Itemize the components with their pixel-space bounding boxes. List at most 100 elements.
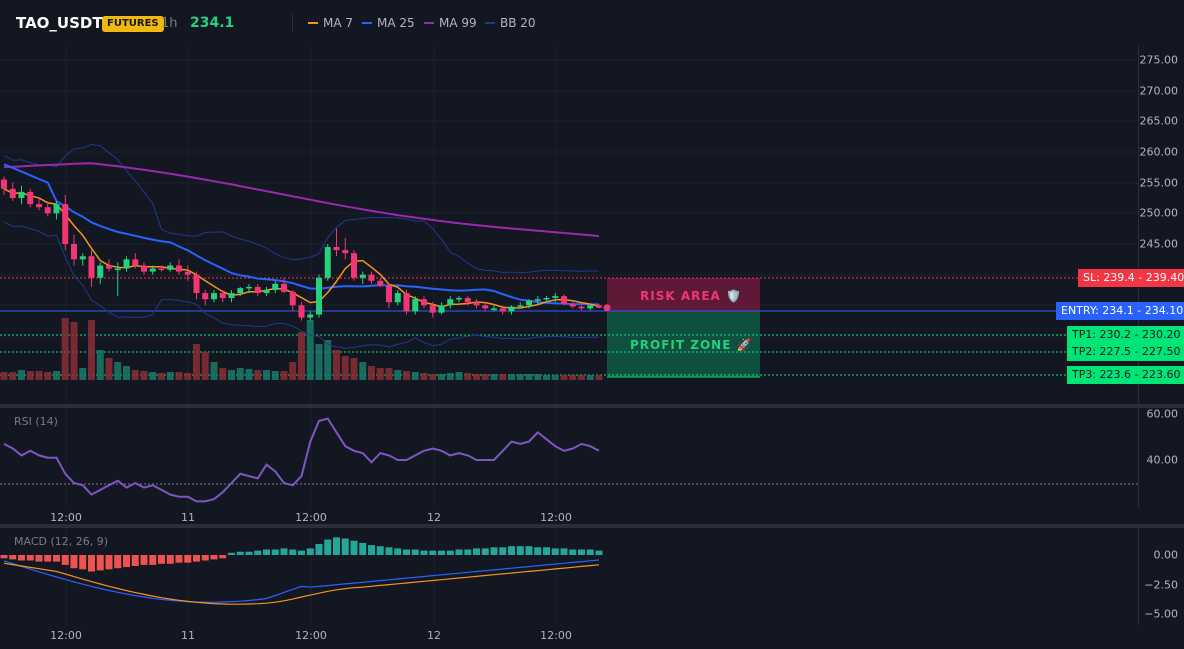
macd-histogram-bar bbox=[18, 555, 25, 561]
candle-body bbox=[18, 191, 25, 198]
macd-histogram-bar bbox=[61, 555, 69, 565]
candle-body bbox=[578, 306, 585, 309]
macd-histogram-bar bbox=[481, 548, 489, 555]
macd-signal-line bbox=[3, 562, 600, 605]
macd-histogram-bar bbox=[245, 551, 253, 555]
candle-body bbox=[587, 305, 594, 309]
legend-ma7[interactable]: MA 7 bbox=[308, 16, 353, 30]
price-chart-pane[interactable]: RISK AREA 🛡️ PROFIT ZONE 🚀 bbox=[0, 46, 1138, 404]
rsi-axis-label: 60.00 bbox=[1146, 407, 1179, 421]
candle-body bbox=[464, 297, 471, 303]
macd-title: MACD (12, 26, 9) bbox=[14, 535, 109, 548]
candle-body bbox=[114, 268, 121, 271]
macd-histogram-bar bbox=[44, 555, 52, 562]
time-axis-bottom[interactable]: 12:00 11 12:00 12 12:00 bbox=[0, 627, 1138, 647]
candle-body bbox=[27, 191, 34, 205]
candle-body bbox=[149, 268, 156, 272]
candle-body bbox=[517, 305, 524, 307]
volume-bar bbox=[96, 350, 104, 380]
volume-bar bbox=[114, 362, 122, 380]
volume-bar bbox=[158, 373, 165, 380]
volume-bar bbox=[61, 318, 69, 380]
candle-body bbox=[386, 285, 392, 303]
macd-histogram-bar bbox=[280, 548, 288, 555]
candle-body bbox=[377, 280, 384, 286]
entry-tag: ENTRY: 234.1 - 234.10 bbox=[1056, 302, 1184, 320]
time-label: 11 bbox=[181, 511, 195, 524]
candle-body bbox=[438, 305, 445, 313]
legend-ma25[interactable]: MA 25 bbox=[362, 16, 415, 30]
symbol-title[interactable]: TAO_USDT bbox=[16, 14, 103, 32]
candle-body bbox=[499, 308, 506, 312]
volume-bar bbox=[516, 374, 524, 380]
macd-histogram-bar bbox=[350, 540, 358, 555]
volume-bar bbox=[9, 372, 17, 380]
volume-bar bbox=[53, 371, 60, 380]
volume-bar bbox=[175, 372, 183, 380]
macd-axis[interactable]: 0.00 −2.50 −5.00 bbox=[1138, 528, 1184, 625]
price-axis-label: 270.00 bbox=[1139, 84, 1179, 98]
legend-bb20[interactable]: BB 20 bbox=[485, 16, 536, 30]
volume-bar bbox=[18, 370, 25, 380]
macd-histogram-bar bbox=[201, 555, 209, 561]
macd-histogram-bar bbox=[79, 555, 87, 570]
price-axis-label: 250.00 bbox=[1139, 206, 1179, 220]
macd-histogram-bar bbox=[333, 537, 340, 555]
candle-body bbox=[141, 265, 147, 272]
candle-body bbox=[412, 299, 419, 312]
volume-bar bbox=[35, 371, 43, 380]
macd-histogram-bar bbox=[123, 555, 130, 568]
risk-area-zone bbox=[607, 278, 760, 312]
macd-histogram-bar bbox=[315, 544, 323, 555]
macd-axis-label: −2.50 bbox=[1144, 578, 1178, 592]
rsi-axis[interactable]: 60.00 40.00 bbox=[1138, 408, 1184, 508]
time-axis[interactable]: 12:00 11 12:00 12 12:00 bbox=[0, 508, 1138, 528]
macd-histogram-bar bbox=[140, 555, 148, 565]
time-label: 12:00 bbox=[540, 511, 572, 524]
candle-body bbox=[307, 314, 314, 318]
macd-histogram-bar bbox=[35, 555, 43, 562]
timeframe-label[interactable]: 1h bbox=[161, 16, 178, 31]
candle-body bbox=[9, 188, 16, 198]
volume-bar bbox=[403, 371, 410, 380]
candle-body bbox=[71, 244, 77, 260]
volume-bar bbox=[184, 373, 192, 380]
volume-bar bbox=[131, 370, 139, 380]
header-divider bbox=[292, 14, 293, 32]
candle-body bbox=[184, 271, 191, 275]
macd-pane[interactable]: MACD (12, 26, 9) bbox=[0, 528, 1138, 625]
futures-badge: FUTURES bbox=[102, 16, 164, 32]
volume-bar bbox=[429, 374, 437, 380]
volume-bar bbox=[446, 373, 454, 380]
volume-bar bbox=[193, 344, 200, 380]
macd-histogram-bar bbox=[508, 546, 515, 555]
macd-histogram-bar bbox=[228, 552, 235, 555]
macd-histogram-bar bbox=[525, 546, 533, 555]
macd-histogram-bar bbox=[394, 548, 402, 555]
rsi-pane[interactable]: RSI (14) bbox=[0, 408, 1138, 508]
macd-histogram-bar bbox=[53, 555, 60, 562]
candle-body bbox=[368, 274, 375, 281]
candle-body bbox=[219, 293, 226, 298]
macd-histogram-bar bbox=[0, 555, 8, 559]
pane-divider[interactable] bbox=[0, 404, 1184, 408]
price-axis[interactable]: 275.00 270.00 265.00 260.00 255.00 250.0… bbox=[1138, 46, 1184, 404]
candle-body bbox=[456, 297, 462, 300]
candle-body bbox=[351, 253, 357, 278]
candle-body bbox=[167, 265, 174, 270]
macd-histogram-bar bbox=[543, 547, 550, 555]
macd-histogram-bar bbox=[516, 546, 524, 555]
legend-swatch-icon bbox=[308, 21, 318, 24]
volume-bar bbox=[149, 372, 157, 380]
candle-body bbox=[333, 247, 340, 251]
volume-bar bbox=[341, 356, 349, 380]
pane-divider[interactable] bbox=[0, 524, 1184, 528]
candle-body bbox=[176, 265, 182, 272]
tp3-tag: TP3: 223.6 - 223.60 bbox=[1067, 366, 1184, 384]
macd-histogram-bar bbox=[464, 549, 472, 555]
legend-ma99[interactable]: MA 99 bbox=[424, 16, 477, 30]
candle-body bbox=[447, 299, 454, 306]
price-axis-label: 260.00 bbox=[1139, 145, 1179, 159]
macd-histogram-bar bbox=[455, 549, 463, 555]
macd-histogram-bar bbox=[411, 549, 419, 555]
